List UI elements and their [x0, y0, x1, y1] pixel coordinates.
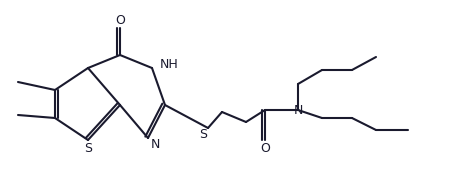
Text: N: N: [151, 139, 160, 152]
Text: S: S: [84, 142, 92, 155]
Text: O: O: [260, 142, 270, 155]
Text: NH: NH: [160, 58, 179, 71]
Text: O: O: [115, 14, 125, 27]
Text: N: N: [293, 105, 303, 118]
Text: S: S: [199, 128, 207, 142]
